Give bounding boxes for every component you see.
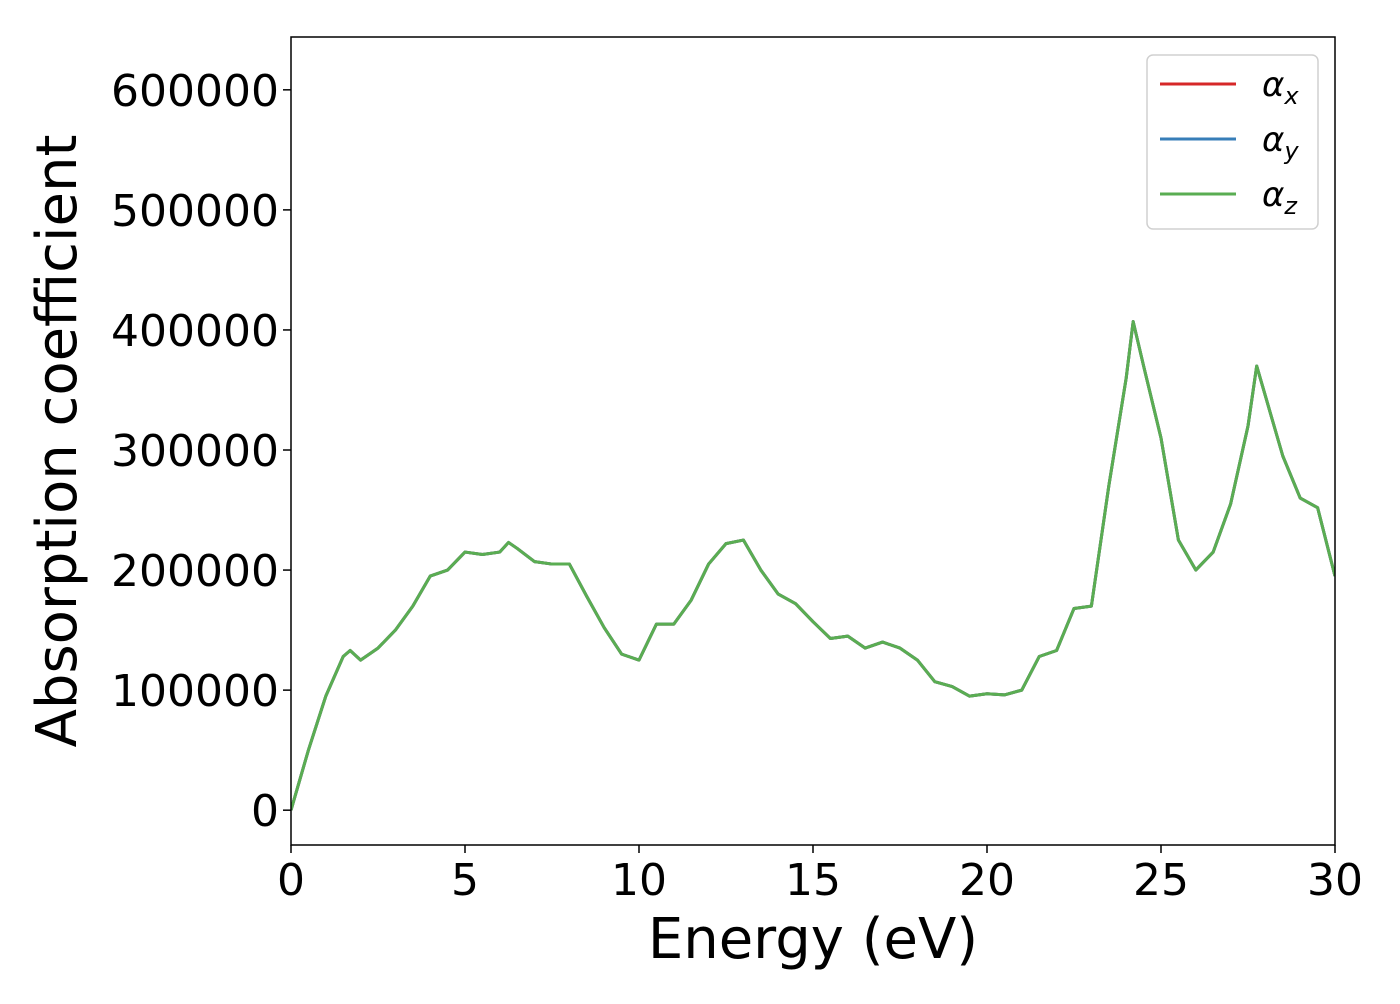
series-line [291,320,1335,811]
x-tick-label: 0 [277,855,305,906]
x-tick-label: 20 [959,855,1015,906]
legend-label: αy [1262,120,1299,165]
x-tick-label: 30 [1307,855,1363,906]
legend: αx αy αz [1146,54,1319,230]
y-tick-label: 600000 [111,66,279,117]
x-tick-label: 15 [785,855,841,906]
y-tick-label: 400000 [111,306,279,357]
x-tick-label: 10 [611,855,667,906]
series-line [291,320,1335,811]
legend-box [1146,54,1319,230]
x-axis-label: Energy (eV) [648,907,978,972]
legend-label: αx [1262,65,1299,110]
series-line [291,320,1335,811]
y-tick-label: 200000 [111,546,279,597]
x-tick-label: 25 [1133,855,1189,906]
y-tick-label: 500000 [111,186,279,237]
y-axis-label: Absorption coefficient [25,135,90,748]
plot-frame [290,36,1336,846]
y-tick-label: 300000 [111,426,279,477]
legend-label: αz [1262,175,1298,220]
y-tick-label: 100000 [111,666,279,717]
y-tick-label: 0 [251,786,279,837]
x-tick-label: 5 [451,855,479,906]
